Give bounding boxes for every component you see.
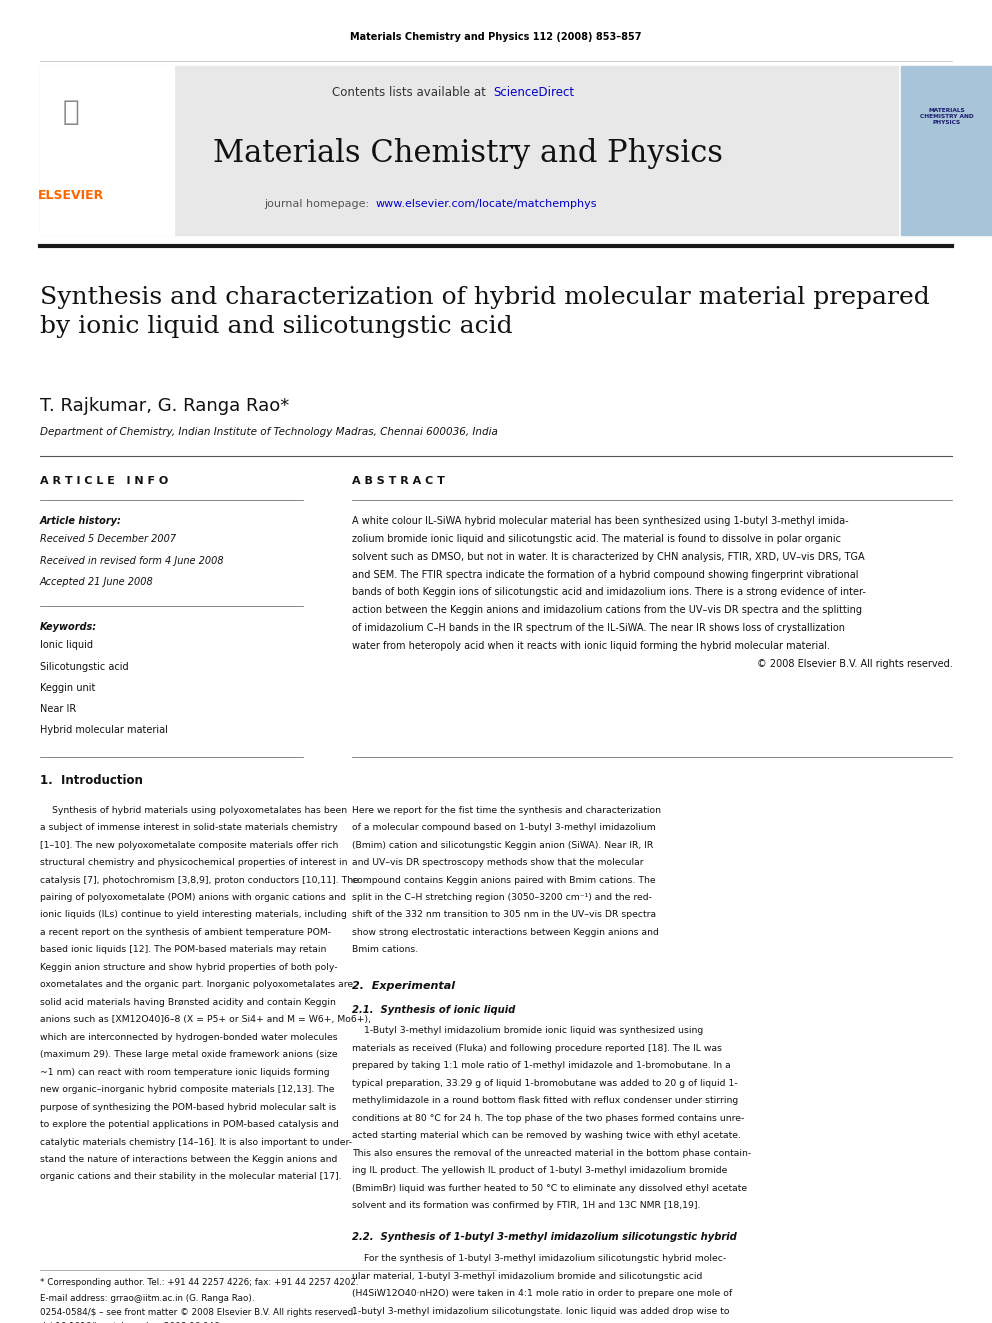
Text: Hybrid molecular material: Hybrid molecular material [40, 725, 168, 736]
Text: water from heteropoly acid when it reacts with ionic liquid forming the hybrid m: water from heteropoly acid when it react… [352, 642, 830, 651]
Text: split in the C–H stretching region (3050–3200 cm⁻¹) and the red-: split in the C–H stretching region (3050… [352, 893, 652, 902]
Text: This also ensures the removal of the unreacted material in the bottom phase cont: This also ensures the removal of the unr… [352, 1148, 751, 1158]
Text: materials as received (Fluka) and following procedure reported [18]. The IL was: materials as received (Fluka) and follow… [352, 1044, 722, 1053]
Text: ~1 nm) can react with room temperature ionic liquids forming: ~1 nm) can react with room temperature i… [40, 1068, 329, 1077]
Text: solvent and its formation was confirmed by FTIR, 1H and 13C NMR [18,19].: solvent and its formation was confirmed … [352, 1201, 700, 1211]
Bar [40, 66, 174, 235]
Text: a subject of immense interest in solid-state materials chemistry: a subject of immense interest in solid-s… [40, 823, 337, 832]
Text: purpose of synthesizing the POM-based hybrid molecular salt is: purpose of synthesizing the POM-based hy… [40, 1102, 336, 1111]
Text: 0254-0584/$ – see front matter © 2008 Elsevier B.V. All rights reserved.: 0254-0584/$ – see front matter © 2008 El… [40, 1308, 355, 1318]
Text: E-mail address: grrao@iitm.ac.in (G. Ranga Rao).: E-mail address: grrao@iitm.ac.in (G. Ran… [40, 1294, 254, 1303]
Text: A white colour IL-SiWA hybrid molecular material has been synthesized using 1-bu: A white colour IL-SiWA hybrid molecular … [352, 516, 849, 527]
Text: solid acid materials having Brønsted acidity and contain Keggin: solid acid materials having Brønsted aci… [40, 998, 335, 1007]
Text: Synthesis of hybrid materials using polyoxometalates has been: Synthesis of hybrid materials using poly… [40, 806, 347, 815]
Text: 2.1.  Synthesis of ionic liquid: 2.1. Synthesis of ionic liquid [352, 1005, 516, 1015]
Text: organic cations and their stability in the molecular material [17].: organic cations and their stability in t… [40, 1172, 341, 1181]
Text: Near IR: Near IR [40, 704, 76, 714]
Text: and SEM. The FTIR spectra indicate the formation of a hybrid compound showing fi: and SEM. The FTIR spectra indicate the f… [352, 569, 859, 579]
Text: T. Rajkumar, G. Ranga Rao*: T. Rajkumar, G. Ranga Rao* [40, 397, 289, 415]
Text: solvent such as DMSO, but not in water. It is characterized by CHN analysis, FTI: solvent such as DMSO, but not in water. … [352, 552, 865, 562]
Text: Materials Chemistry and Physics 112 (2008) 853–857: Materials Chemistry and Physics 112 (200… [350, 32, 642, 42]
Text: ionic liquids (ILs) continue to yield interesting materials, including: ionic liquids (ILs) continue to yield in… [40, 910, 346, 919]
Text: methylimidazole in a round bottom flask fitted with reflux condenser under stirr: methylimidazole in a round bottom flask … [352, 1097, 738, 1105]
Text: ular material, 1-butyl 3-methyl imidazolium bromide and silicotungstic acid: ular material, 1-butyl 3-methyl imidazol… [352, 1271, 702, 1281]
Text: shift of the 332 nm transition to 305 nm in the UV–vis DR spectra: shift of the 332 nm transition to 305 nm… [352, 910, 657, 919]
Text: pairing of polyoxometalate (POM) anions with organic cations and: pairing of polyoxometalate (POM) anions … [40, 893, 345, 902]
Text: [1–10]. The new polyoxometalate composite materials offer rich: [1–10]. The new polyoxometalate composit… [40, 840, 338, 849]
Text: catalysis [7], photochromism [3,8,9], proton conductors [10,11]. The: catalysis [7], photochromism [3,8,9], pr… [40, 876, 358, 885]
Text: typical preparation, 33.29 g of liquid 1-bromobutane was added to 20 g of liquid: typical preparation, 33.29 g of liquid 1… [352, 1078, 738, 1088]
Bar [901, 66, 992, 235]
Text: For the synthesis of 1-butyl 3-methyl imidazolium silicotungstic hybrid molec-: For the synthesis of 1-butyl 3-methyl im… [352, 1254, 726, 1263]
Text: zolium bromide ionic liquid and silicotungstic acid. The material is found to di: zolium bromide ionic liquid and silicotu… [352, 533, 841, 544]
Text: of a molecular compound based on 1-butyl 3-methyl imidazolium: of a molecular compound based on 1-butyl… [352, 823, 656, 832]
Text: Contents lists available at: Contents lists available at [332, 86, 490, 99]
Text: compound contains Keggin anions paired with Bmim cations. The: compound contains Keggin anions paired w… [352, 876, 656, 885]
Text: Synthesis and characterization of hybrid molecular material prepared
by ionic li: Synthesis and characterization of hybrid… [40, 286, 930, 339]
Text: Silicotungstic acid: Silicotungstic acid [40, 662, 128, 672]
Text: Department of Chemistry, Indian Institute of Technology Madras, Chennai 600036, : Department of Chemistry, Indian Institut… [40, 427, 498, 438]
Text: structural chemistry and physicochemical properties of interest in: structural chemistry and physicochemical… [40, 859, 347, 867]
Text: 1-Butyl 3-methyl imidazolium bromide ionic liquid was synthesized using: 1-Butyl 3-methyl imidazolium bromide ion… [352, 1027, 703, 1036]
Text: A B S T R A C T: A B S T R A C T [352, 476, 445, 487]
Text: Accepted 21 June 2008: Accepted 21 June 2008 [40, 577, 154, 587]
Text: Bmim cations.: Bmim cations. [352, 946, 419, 954]
Text: conditions at 80 °C for 24 h. The top phase of the two phases formed contains un: conditions at 80 °C for 24 h. The top ph… [352, 1114, 745, 1123]
Text: which are interconnected by hydrogen-bonded water molecules: which are interconnected by hydrogen-bon… [40, 1033, 337, 1041]
Text: © 2008 Elsevier B.V. All rights reserved.: © 2008 Elsevier B.V. All rights reserved… [757, 659, 952, 669]
Text: Keywords:: Keywords: [40, 622, 97, 632]
Text: 🌲: 🌲 [63, 98, 79, 127]
Text: (Bmim) cation and silicotungstic Keggin anion (SiWA). Near IR, IR: (Bmim) cation and silicotungstic Keggin … [352, 840, 654, 849]
Text: Received 5 December 2007: Received 5 December 2007 [40, 534, 176, 545]
Text: doi:10.1016/j.matchemphys.2008.06.046: doi:10.1016/j.matchemphys.2008.06.046 [40, 1322, 220, 1323]
Text: oxometalates and the organic part. Inorganic polyoxometalates are: oxometalates and the organic part. Inorg… [40, 980, 353, 990]
Text: ing IL product. The yellowish IL product of 1-butyl 3-methyl imidazolium bromide: ing IL product. The yellowish IL product… [352, 1166, 727, 1175]
Text: (H4SiW12O40·nH2O) were taken in 4:1 mole ratio in order to prepare one mole of: (H4SiW12O40·nH2O) were taken in 4:1 mole… [352, 1289, 732, 1298]
Text: Keggin anion structure and show hybrid properties of both poly-: Keggin anion structure and show hybrid p… [40, 963, 337, 972]
Text: prepared by taking 1:1 mole ratio of 1-methyl imidazole and 1-bromobutane. In a: prepared by taking 1:1 mole ratio of 1-m… [352, 1061, 731, 1070]
Text: and UV–vis DR spectroscopy methods show that the molecular: and UV–vis DR spectroscopy methods show … [352, 859, 644, 867]
Text: ScienceDirect: ScienceDirect [493, 86, 574, 99]
Text: show strong electrostatic interactions between Keggin anions and: show strong electrostatic interactions b… [352, 927, 659, 937]
Text: of imidazolium C–H bands in the IR spectrum of the IL-SiWA. The near IR shows lo: of imidazolium C–H bands in the IR spect… [352, 623, 845, 634]
Text: journal homepage:: journal homepage: [264, 198, 373, 209]
Text: stand the nature of interactions between the Keggin anions and: stand the nature of interactions between… [40, 1155, 337, 1164]
Text: 1-butyl 3-methyl imidazolium silicotungstate. Ionic liquid was added drop wise t: 1-butyl 3-methyl imidazolium silicotungs… [352, 1307, 730, 1315]
Text: bands of both Keggin ions of silicotungstic acid and imidazolium ions. There is : bands of both Keggin ions of silicotungs… [352, 587, 866, 598]
Text: catalytic materials chemistry [14–16]. It is also important to under-: catalytic materials chemistry [14–16]. I… [40, 1138, 352, 1147]
Text: 2.  Experimental: 2. Experimental [352, 982, 455, 991]
Text: Keggin unit: Keggin unit [40, 683, 95, 693]
Text: based ionic liquids [12]. The POM-based materials may retain: based ionic liquids [12]. The POM-based … [40, 946, 326, 954]
Text: anions such as [XM12O40]6–8 (X = P5+ or Si4+ and M = W6+, Mo6+),: anions such as [XM12O40]6–8 (X = P5+ or … [40, 1015, 371, 1024]
Text: www.elsevier.com/locate/matchemphys: www.elsevier.com/locate/matchemphys [376, 198, 597, 209]
Text: a recent report on the synthesis of ambient temperature POM-: a recent report on the synthesis of ambi… [40, 927, 330, 937]
Text: Ionic liquid: Ionic liquid [40, 640, 92, 651]
Text: MATERIALS
CHEMISTRY AND
PHYSICS: MATERIALS CHEMISTRY AND PHYSICS [920, 107, 973, 126]
Text: to explore the potential applications in POM-based catalysis and: to explore the potential applications in… [40, 1121, 338, 1129]
Text: Article history:: Article history: [40, 516, 122, 527]
Text: action between the Keggin anions and imidazolium cations from the UV–vis DR spec: action between the Keggin anions and imi… [352, 606, 862, 615]
Text: (maximum 29). These large metal oxide framework anions (size: (maximum 29). These large metal oxide fr… [40, 1050, 337, 1060]
Text: Here we report for the fist time the synthesis and characterization: Here we report for the fist time the syn… [352, 806, 661, 815]
Text: 1.  Introduction: 1. Introduction [40, 774, 143, 787]
Bar [40, 66, 898, 235]
Text: Received in revised form 4 June 2008: Received in revised form 4 June 2008 [40, 556, 223, 566]
Text: acted starting material which can be removed by washing twice with ethyl acetate: acted starting material which can be rem… [352, 1131, 741, 1140]
Text: A R T I C L E   I N F O: A R T I C L E I N F O [40, 476, 168, 487]
Text: 2.2.  Synthesis of 1-butyl 3-methyl imidazolium silicotungstic hybrid: 2.2. Synthesis of 1-butyl 3-methyl imida… [352, 1232, 737, 1242]
Text: Materials Chemistry and Physics: Materials Chemistry and Physics [213, 138, 723, 169]
Text: (BmimBr) liquid was further heated to 50 °C to eliminate any dissolved ethyl ace: (BmimBr) liquid was further heated to 50… [352, 1184, 747, 1192]
Text: * Corresponding author. Tel.: +91 44 2257 4226; fax: +91 44 2257 4202.: * Corresponding author. Tel.: +91 44 225… [40, 1278, 358, 1287]
Text: ELSEVIER: ELSEVIER [39, 189, 104, 202]
Text: new organic–inorganic hybrid composite materials [12,13]. The: new organic–inorganic hybrid composite m… [40, 1085, 334, 1094]
